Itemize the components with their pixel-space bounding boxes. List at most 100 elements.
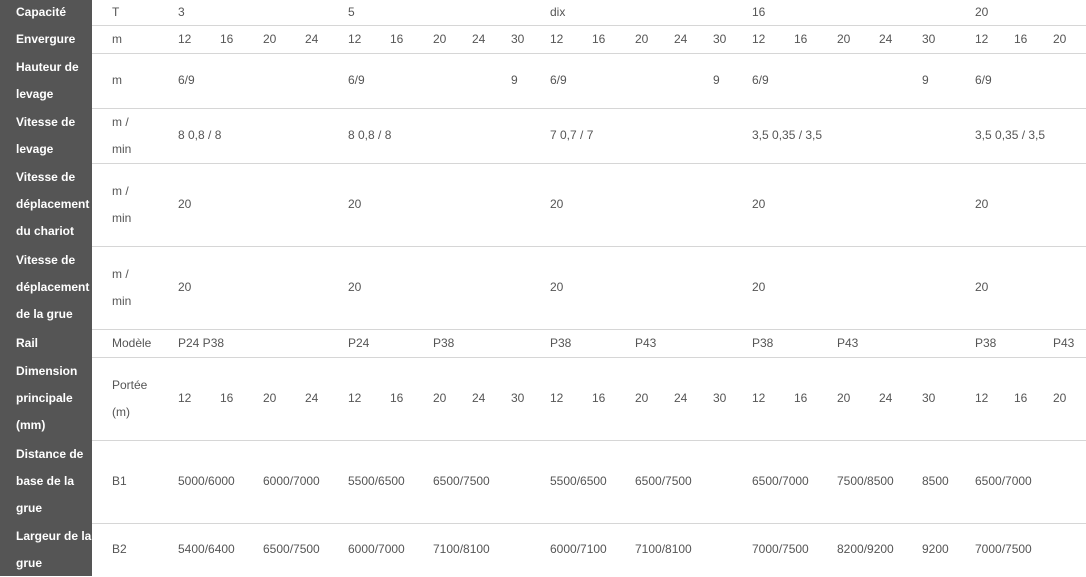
- row-header-label: levage: [16, 141, 54, 156]
- value-cell: 5500/6500: [348, 474, 405, 488]
- row-divider: [0, 357, 1086, 358]
- value-cell: 20: [975, 280, 989, 294]
- row-header-label: grue: [16, 501, 43, 515]
- value-cell: 5: [348, 5, 355, 19]
- row-header-label: Hauteur de: [16, 59, 79, 74]
- unit-cell: B1: [112, 474, 127, 488]
- row-divider: [0, 25, 1086, 26]
- row-header: [0, 25, 92, 53]
- value-cell: 16: [592, 31, 606, 46]
- value-cell: P38: [975, 335, 997, 350]
- row-header: [0, 163, 92, 246]
- unit-cell: m /: [112, 183, 129, 198]
- value-cell: 20: [752, 280, 766, 294]
- row-header: [0, 246, 92, 329]
- value-cell: 8500: [922, 474, 949, 488]
- unit-cell: (m): [112, 404, 130, 419]
- value-cell: 20: [433, 31, 447, 46]
- row-divider: [0, 246, 1086, 247]
- value-cell: 16: [592, 391, 606, 405]
- row-divider: [0, 440, 1086, 441]
- row-header: [0, 440, 92, 523]
- value-cell: P24: [348, 335, 370, 350]
- value-cell: 20: [837, 391, 851, 405]
- value-cell: P24 P38: [178, 335, 225, 350]
- value-cell: 20: [263, 31, 277, 46]
- value-cell: 30: [511, 31, 525, 46]
- unit-cell: B2: [112, 542, 127, 556]
- row-header-label: déplacement: [16, 197, 90, 211]
- value-cell: 5500/6500: [550, 474, 607, 488]
- unit-cell: Modèle: [112, 335, 152, 350]
- value-cell: 16: [390, 391, 404, 405]
- value-cell: 24: [472, 391, 486, 405]
- value-cell: P43: [635, 335, 657, 350]
- value-cell: 3: [178, 5, 185, 19]
- value-cell: 24: [879, 391, 893, 405]
- value-cell: 7500/8500: [837, 474, 894, 488]
- value-cell: 30: [713, 391, 727, 405]
- value-cell: 6500/7000: [975, 474, 1032, 488]
- row-header: [0, 357, 92, 440]
- value-cell: 30: [511, 391, 525, 405]
- value-cell: 7000/7500: [975, 542, 1032, 556]
- value-cell: 20: [837, 31, 851, 46]
- value-cell: 9200: [922, 542, 949, 556]
- value-cell: 16: [220, 31, 234, 46]
- value-cell: 16: [220, 391, 234, 405]
- unit-cell: m: [112, 73, 122, 87]
- value-cell: 8 0,8 / 8: [348, 128, 392, 142]
- value-cell: 6500/7500: [263, 542, 320, 556]
- row-header-label: Vitesse de: [16, 114, 76, 129]
- value-cell: 7100/8100: [433, 542, 490, 556]
- row-header-label: base de la: [16, 474, 75, 488]
- value-cell: 20: [348, 197, 362, 211]
- value-cell: 20: [178, 280, 192, 294]
- unit-cell: m /: [112, 266, 129, 281]
- row-header-label: Capacité: [16, 5, 67, 19]
- value-cell: 12: [178, 391, 192, 405]
- row-header-label: de la grue: [16, 307, 73, 321]
- value-cell: 12: [550, 31, 564, 46]
- value-cell: P38: [550, 335, 572, 350]
- row-divider: [0, 163, 1086, 164]
- row-header-label: Envergure: [16, 31, 76, 46]
- row-header-label: Largeur de la: [16, 528, 92, 543]
- row-header-label: du chariot: [16, 224, 75, 238]
- value-cell: 24: [674, 391, 688, 405]
- value-cell: 6500/7500: [433, 474, 490, 488]
- value-cell: P38: [433, 335, 455, 350]
- row-header: [0, 53, 92, 108]
- value-cell: 9: [922, 73, 929, 87]
- row-divider: [0, 523, 1086, 524]
- value-cell: 6000/7000: [263, 474, 320, 488]
- row-divider: [0, 329, 1086, 330]
- value-cell: 6000/7100: [550, 542, 607, 556]
- value-cell: 20: [1053, 391, 1067, 405]
- unit-cell: min: [112, 293, 132, 308]
- unit-cell: Portée: [112, 377, 148, 392]
- value-cell: 12: [178, 31, 192, 46]
- value-cell: 6/9: [178, 73, 195, 87]
- row-divider: [0, 53, 1086, 54]
- value-cell: 20: [635, 31, 649, 46]
- value-cell: 30: [713, 31, 727, 46]
- value-cell: 16: [1014, 31, 1028, 46]
- value-cell: 6000/7000: [348, 542, 405, 556]
- value-cell: 12: [348, 391, 362, 405]
- value-cell: 24: [472, 31, 486, 46]
- row-header: [0, 329, 92, 357]
- value-cell: 20: [975, 5, 989, 19]
- value-cell: 7 0,7 / 7: [550, 128, 594, 142]
- value-cell: 20: [433, 391, 447, 405]
- row-header-label: levage: [16, 86, 54, 101]
- value-cell: 12: [348, 31, 362, 46]
- value-cell: P38: [752, 335, 774, 350]
- value-cell: 20: [975, 197, 989, 211]
- value-cell: 12: [550, 391, 564, 405]
- value-cell: 7100/8100: [635, 542, 692, 556]
- value-cell: 20: [1053, 31, 1067, 46]
- value-cell: 20: [752, 197, 766, 211]
- value-cell: 16: [794, 31, 808, 46]
